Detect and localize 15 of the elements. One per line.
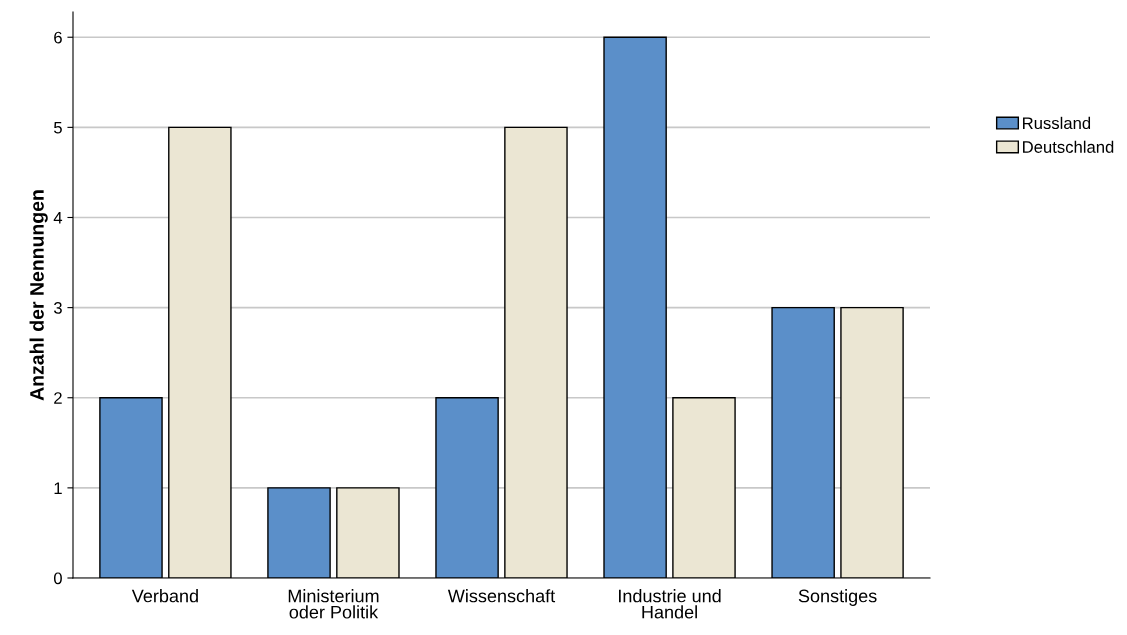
x-tick-label: Sonstiges	[798, 589, 877, 606]
y-tick-label: 3	[53, 302, 62, 314]
x-tick-label: Industrie und Handel	[619, 589, 721, 619]
y-tick-label: 2	[54, 392, 62, 404]
y-tick-label: 5	[53, 121, 62, 134]
x-tick-label: Ministerium oder Politik	[288, 589, 379, 619]
x-tick-label: Wissenschaft	[447, 589, 556, 603]
y-tick-label: 0	[53, 572, 62, 585]
y-tick-label: 4	[53, 212, 63, 224]
y-axis-title: Anzahl der Nennungen	[29, 190, 48, 401]
x-tick-label: Verband	[131, 589, 198, 603]
legend-label: Deutschland	[1023, 140, 1114, 153]
y-tick-label: 1	[54, 482, 62, 494]
y-tick-label: 6	[54, 31, 62, 44]
legend-label: Russland	[1023, 116, 1091, 130]
